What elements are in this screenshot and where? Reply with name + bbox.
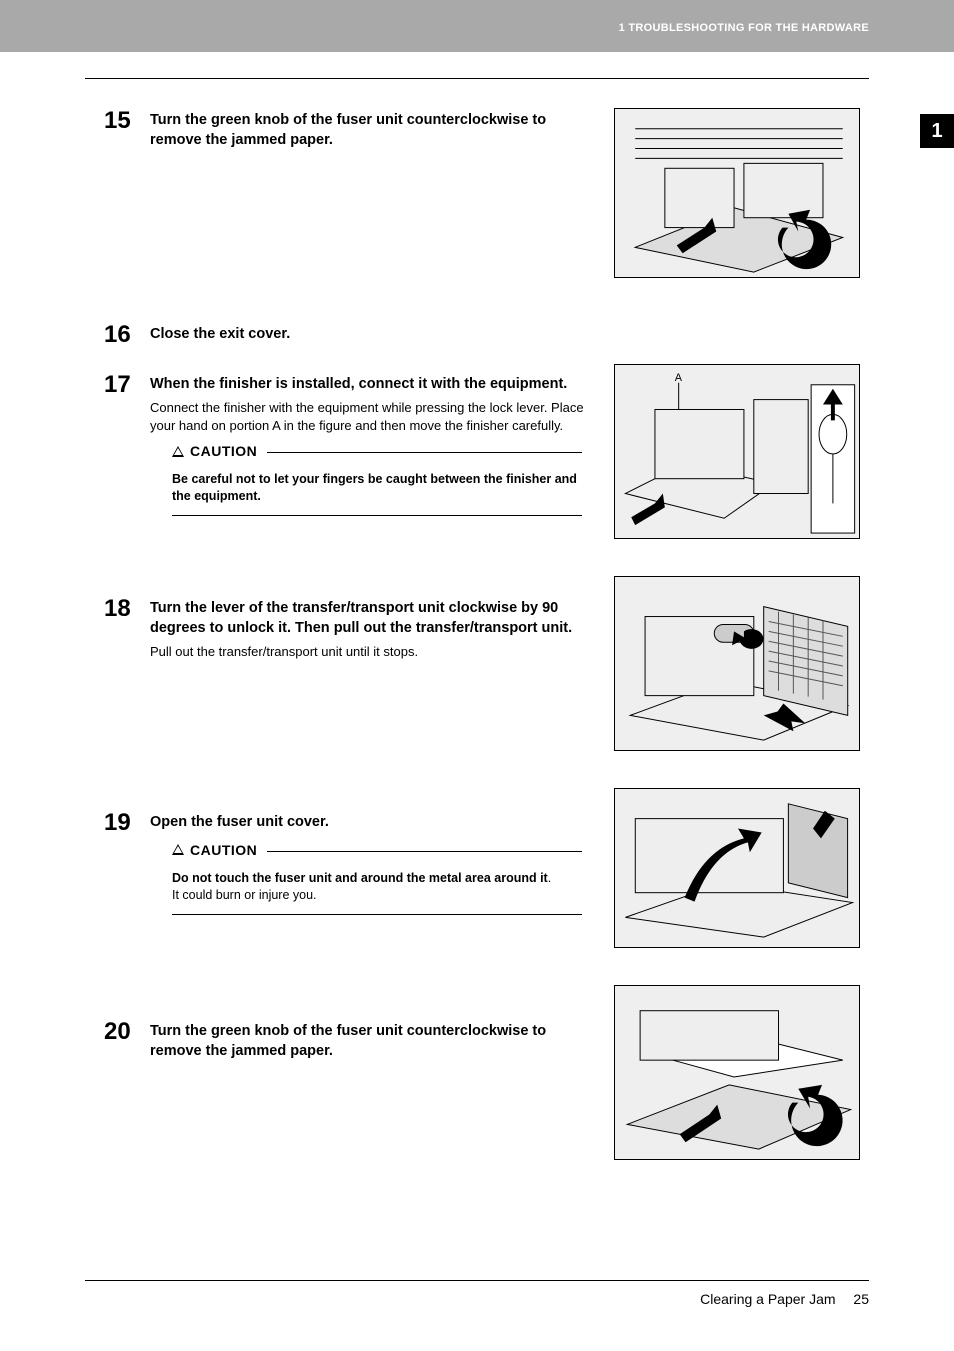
caution-heading: CAUTION <box>172 842 267 858</box>
caution-heading: CAUTION <box>172 443 267 459</box>
step-20: 20 Turn the green knob of the fuser unit… <box>104 1019 864 1061</box>
caution-text-bold: Do not touch the fuser unit and around t… <box>172 870 582 904</box>
step-16: 16 Close the exit cover. <box>104 322 864 348</box>
caution-text-bold: Be careful not to let your fingers be ca… <box>172 471 582 505</box>
step-number: 20 <box>104 1019 150 1045</box>
footer-title: Clearing a Paper Jam <box>700 1291 835 1307</box>
step-title: Turn the green knob of the fuser unit co… <box>150 1022 590 1061</box>
step-title: Turn the lever of the transfer/transport… <box>150 599 590 638</box>
step-title: When the finisher is installed, connect … <box>150 375 590 395</box>
step-title: Open the fuser unit cover. <box>150 813 590 833</box>
caution-box: CAUTION Be careful not to let your finge… <box>172 452 582 516</box>
warning-triangle-icon <box>172 844 184 855</box>
step-title: Turn the green knob of the fuser unit co… <box>150 111 590 150</box>
caution-label: CAUTION <box>190 842 257 858</box>
caution-box: CAUTION Do not touch the fuser unit and … <box>172 851 582 915</box>
header-rule <box>85 78 869 79</box>
step-number: 16 <box>104 322 150 348</box>
step-19: 19 Open the fuser unit cover. CAUTION Do… <box>104 810 864 1005</box>
step-number: 18 <box>104 596 150 622</box>
step-title: Close the exit cover. <box>150 325 590 345</box>
step-number: 17 <box>104 372 150 398</box>
step-description: Pull out the transfer/transport unit unt… <box>150 643 590 661</box>
step-number: 15 <box>104 108 150 134</box>
content-area: 15 Turn the green knob of the fuser unit… <box>104 108 864 1076</box>
step-18: 18 Turn the lever of the transfer/transp… <box>104 596 864 796</box>
step-17: 17 When the finisher is installed, conne… <box>104 372 864 582</box>
caution-label: CAUTION <box>190 443 257 459</box>
page-number: 25 <box>853 1291 869 1307</box>
warning-triangle-icon <box>172 446 184 457</box>
step-description: Connect the finisher with the equipment … <box>150 399 590 434</box>
header-section-label: 1 TROUBLESHOOTING FOR THE HARDWARE <box>619 22 869 34</box>
footer: Clearing a Paper Jam 25 <box>700 1291 869 1307</box>
chapter-side-tab: 1 <box>920 114 954 148</box>
step-15: 15 Turn the green knob of the fuser unit… <box>104 108 864 308</box>
footer-rule <box>85 1280 869 1281</box>
step-number: 19 <box>104 810 150 836</box>
